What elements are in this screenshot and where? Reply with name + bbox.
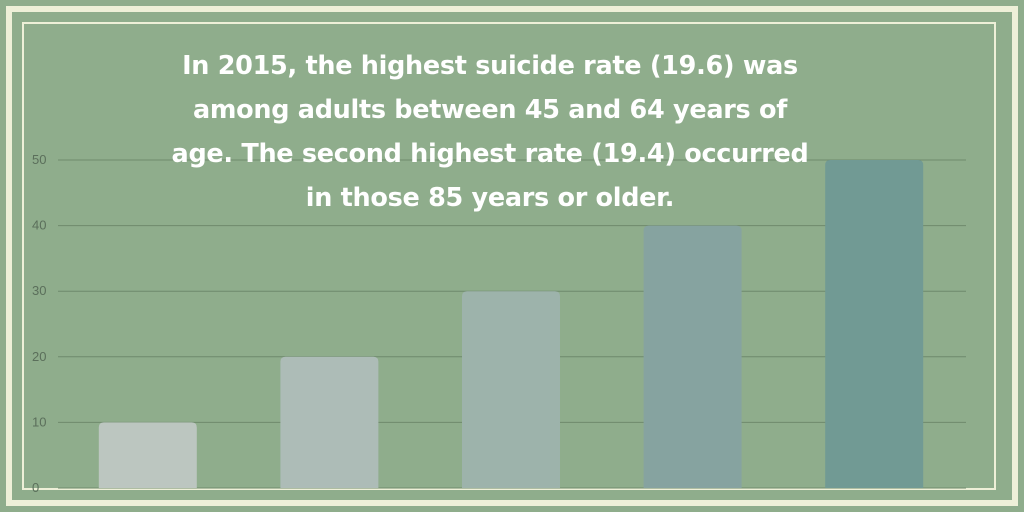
y-tick-label: 20	[32, 349, 46, 364]
bar-2	[280, 356, 379, 488]
bars	[98, 160, 924, 488]
headline-line-4: in those 85 years or older.	[305, 183, 675, 213]
inner-frame	[22, 22, 996, 490]
bar-5	[825, 160, 924, 488]
y-tick-label: 0	[32, 480, 39, 495]
y-tick-label: 50	[32, 152, 46, 167]
y-tick-label: 10	[32, 414, 46, 429]
headline-line-1: In 2015, the highest suicide rate (19.6)…	[182, 51, 798, 81]
bar-3	[462, 291, 560, 488]
bar-1	[98, 422, 197, 488]
headline-line-3: age. The second highest rate (19.4) occu…	[171, 139, 809, 169]
headline: In 2015, the highest suicide rate (19.6)…	[90, 44, 890, 220]
y-axis-ticks: 0 10 20 30 40 50	[32, 152, 46, 495]
headline-line-2: among adults between 45 and 64 years of	[193, 95, 787, 125]
bar-4	[643, 225, 742, 488]
y-tick-label: 40	[32, 218, 46, 233]
y-tick-label: 30	[32, 283, 46, 298]
outer-frame	[6, 6, 1018, 506]
